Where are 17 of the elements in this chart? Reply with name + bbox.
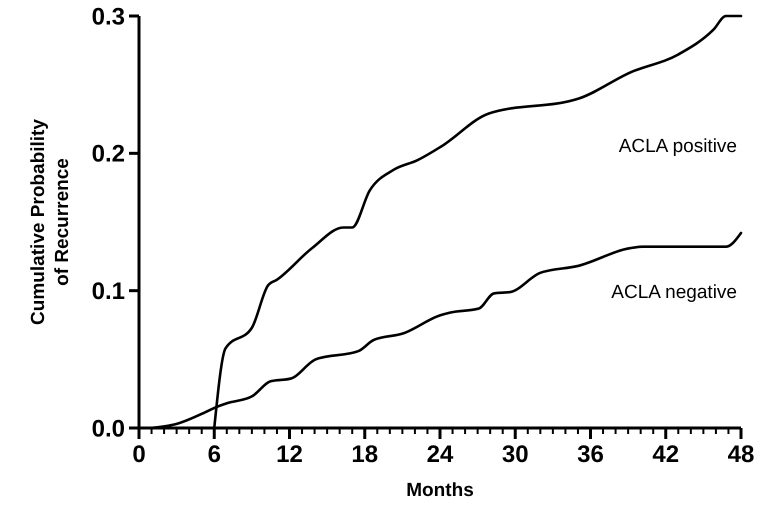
x-tick-label: 0 — [132, 441, 146, 468]
y-tick-label: 0.1 — [92, 278, 125, 306]
x-tick-label: 24 — [426, 441, 454, 468]
x-tick-label: 18 — [351, 441, 378, 468]
y-axis-title: Cumulative Probability of Recurrence — [28, 118, 73, 325]
x-tick-label: 36 — [577, 441, 604, 468]
x-tick-label: 30 — [502, 441, 529, 468]
y-tick-label: 0.0 — [92, 415, 125, 442]
text: ACLA positive — [618, 136, 737, 157]
x-axis-title: Months — [406, 480, 474, 501]
x-tick-label: 48 — [728, 441, 754, 468]
y-tick-label: 0.3 — [92, 3, 125, 30]
x-tick-label: 6 — [208, 441, 221, 468]
y-tick-label: 0.2 — [92, 140, 125, 168]
x-tick-label: 12 — [276, 441, 303, 468]
series-label: ACLA negative — [611, 282, 737, 303]
x-tick-label: 42 — [652, 441, 680, 468]
